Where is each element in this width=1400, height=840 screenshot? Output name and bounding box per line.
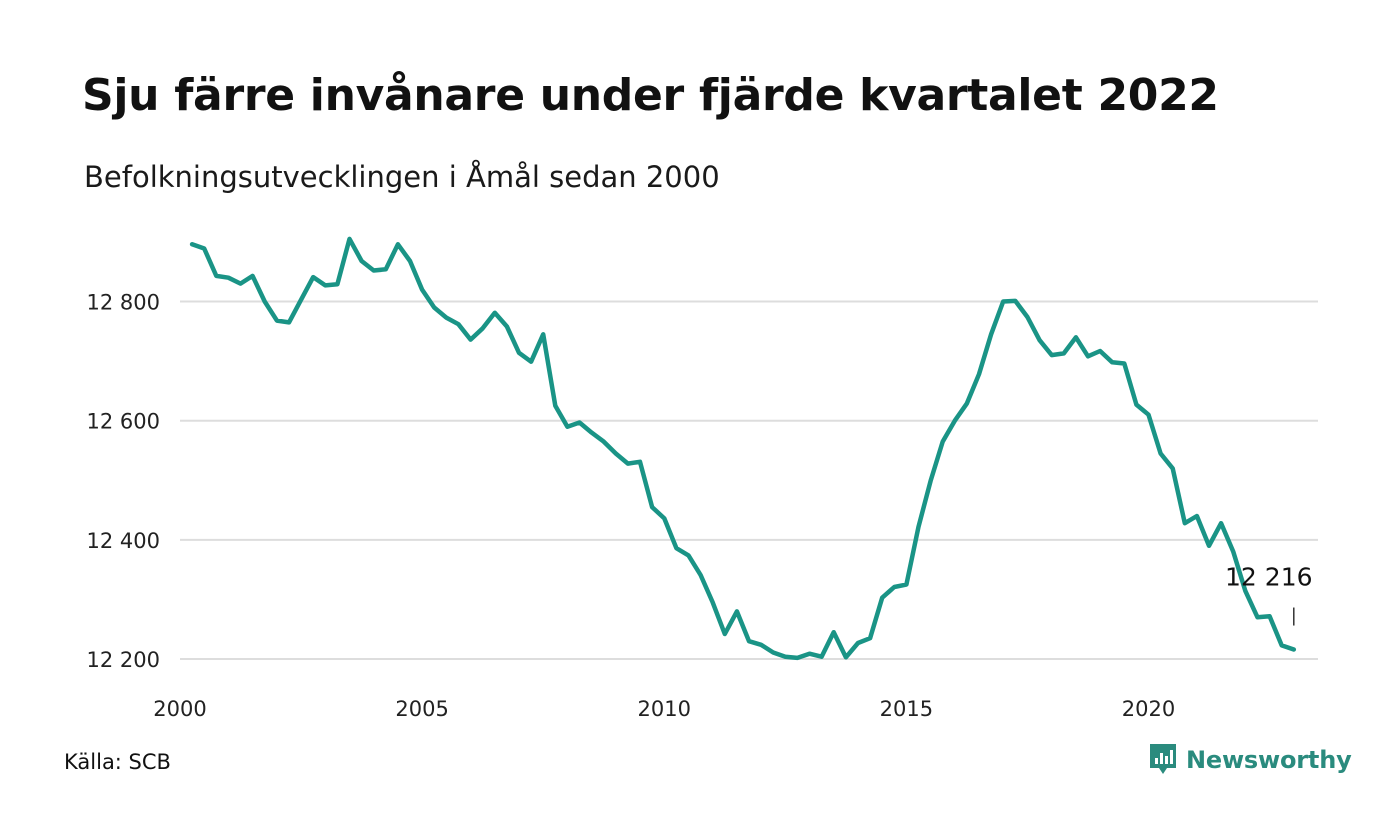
x-axis: 2000 2005 2010 2015 2020 bbox=[153, 697, 1175, 721]
y-tick-label: 12 200 bbox=[87, 648, 160, 672]
x-tick-label: 2000 bbox=[153, 697, 206, 721]
chart-subtitle: Befolkningsutvecklingen i Åmål sedan 200… bbox=[84, 160, 720, 194]
x-tick-label: 2015 bbox=[880, 697, 933, 721]
brand-logo: Newsworthy bbox=[1148, 742, 1352, 778]
y-tick-label: 12 400 bbox=[87, 529, 160, 553]
newsworthy-icon bbox=[1150, 744, 1176, 774]
series-line bbox=[189, 236, 1297, 661]
x-tick-label: 2020 bbox=[1122, 697, 1175, 721]
annotation-layer: 12 216 bbox=[1225, 563, 1313, 626]
y-tick-label: 12 800 bbox=[87, 291, 160, 315]
series-layer bbox=[189, 236, 1297, 661]
y-axis: 12 200 12 400 12 600 12 800 bbox=[87, 291, 160, 673]
y-tick-label: 12 600 bbox=[87, 410, 160, 434]
brand-name: Newsworthy bbox=[1186, 746, 1352, 774]
x-tick-label: 2005 bbox=[395, 697, 448, 721]
x-tick-label: 2010 bbox=[638, 697, 691, 721]
source-note: Källa: SCB bbox=[64, 750, 171, 774]
chart-title: Sju färre invånare under fjärde kvartale… bbox=[82, 70, 1219, 121]
gridlines bbox=[180, 300, 1318, 661]
end-value-label: 12 216 bbox=[1225, 563, 1312, 592]
